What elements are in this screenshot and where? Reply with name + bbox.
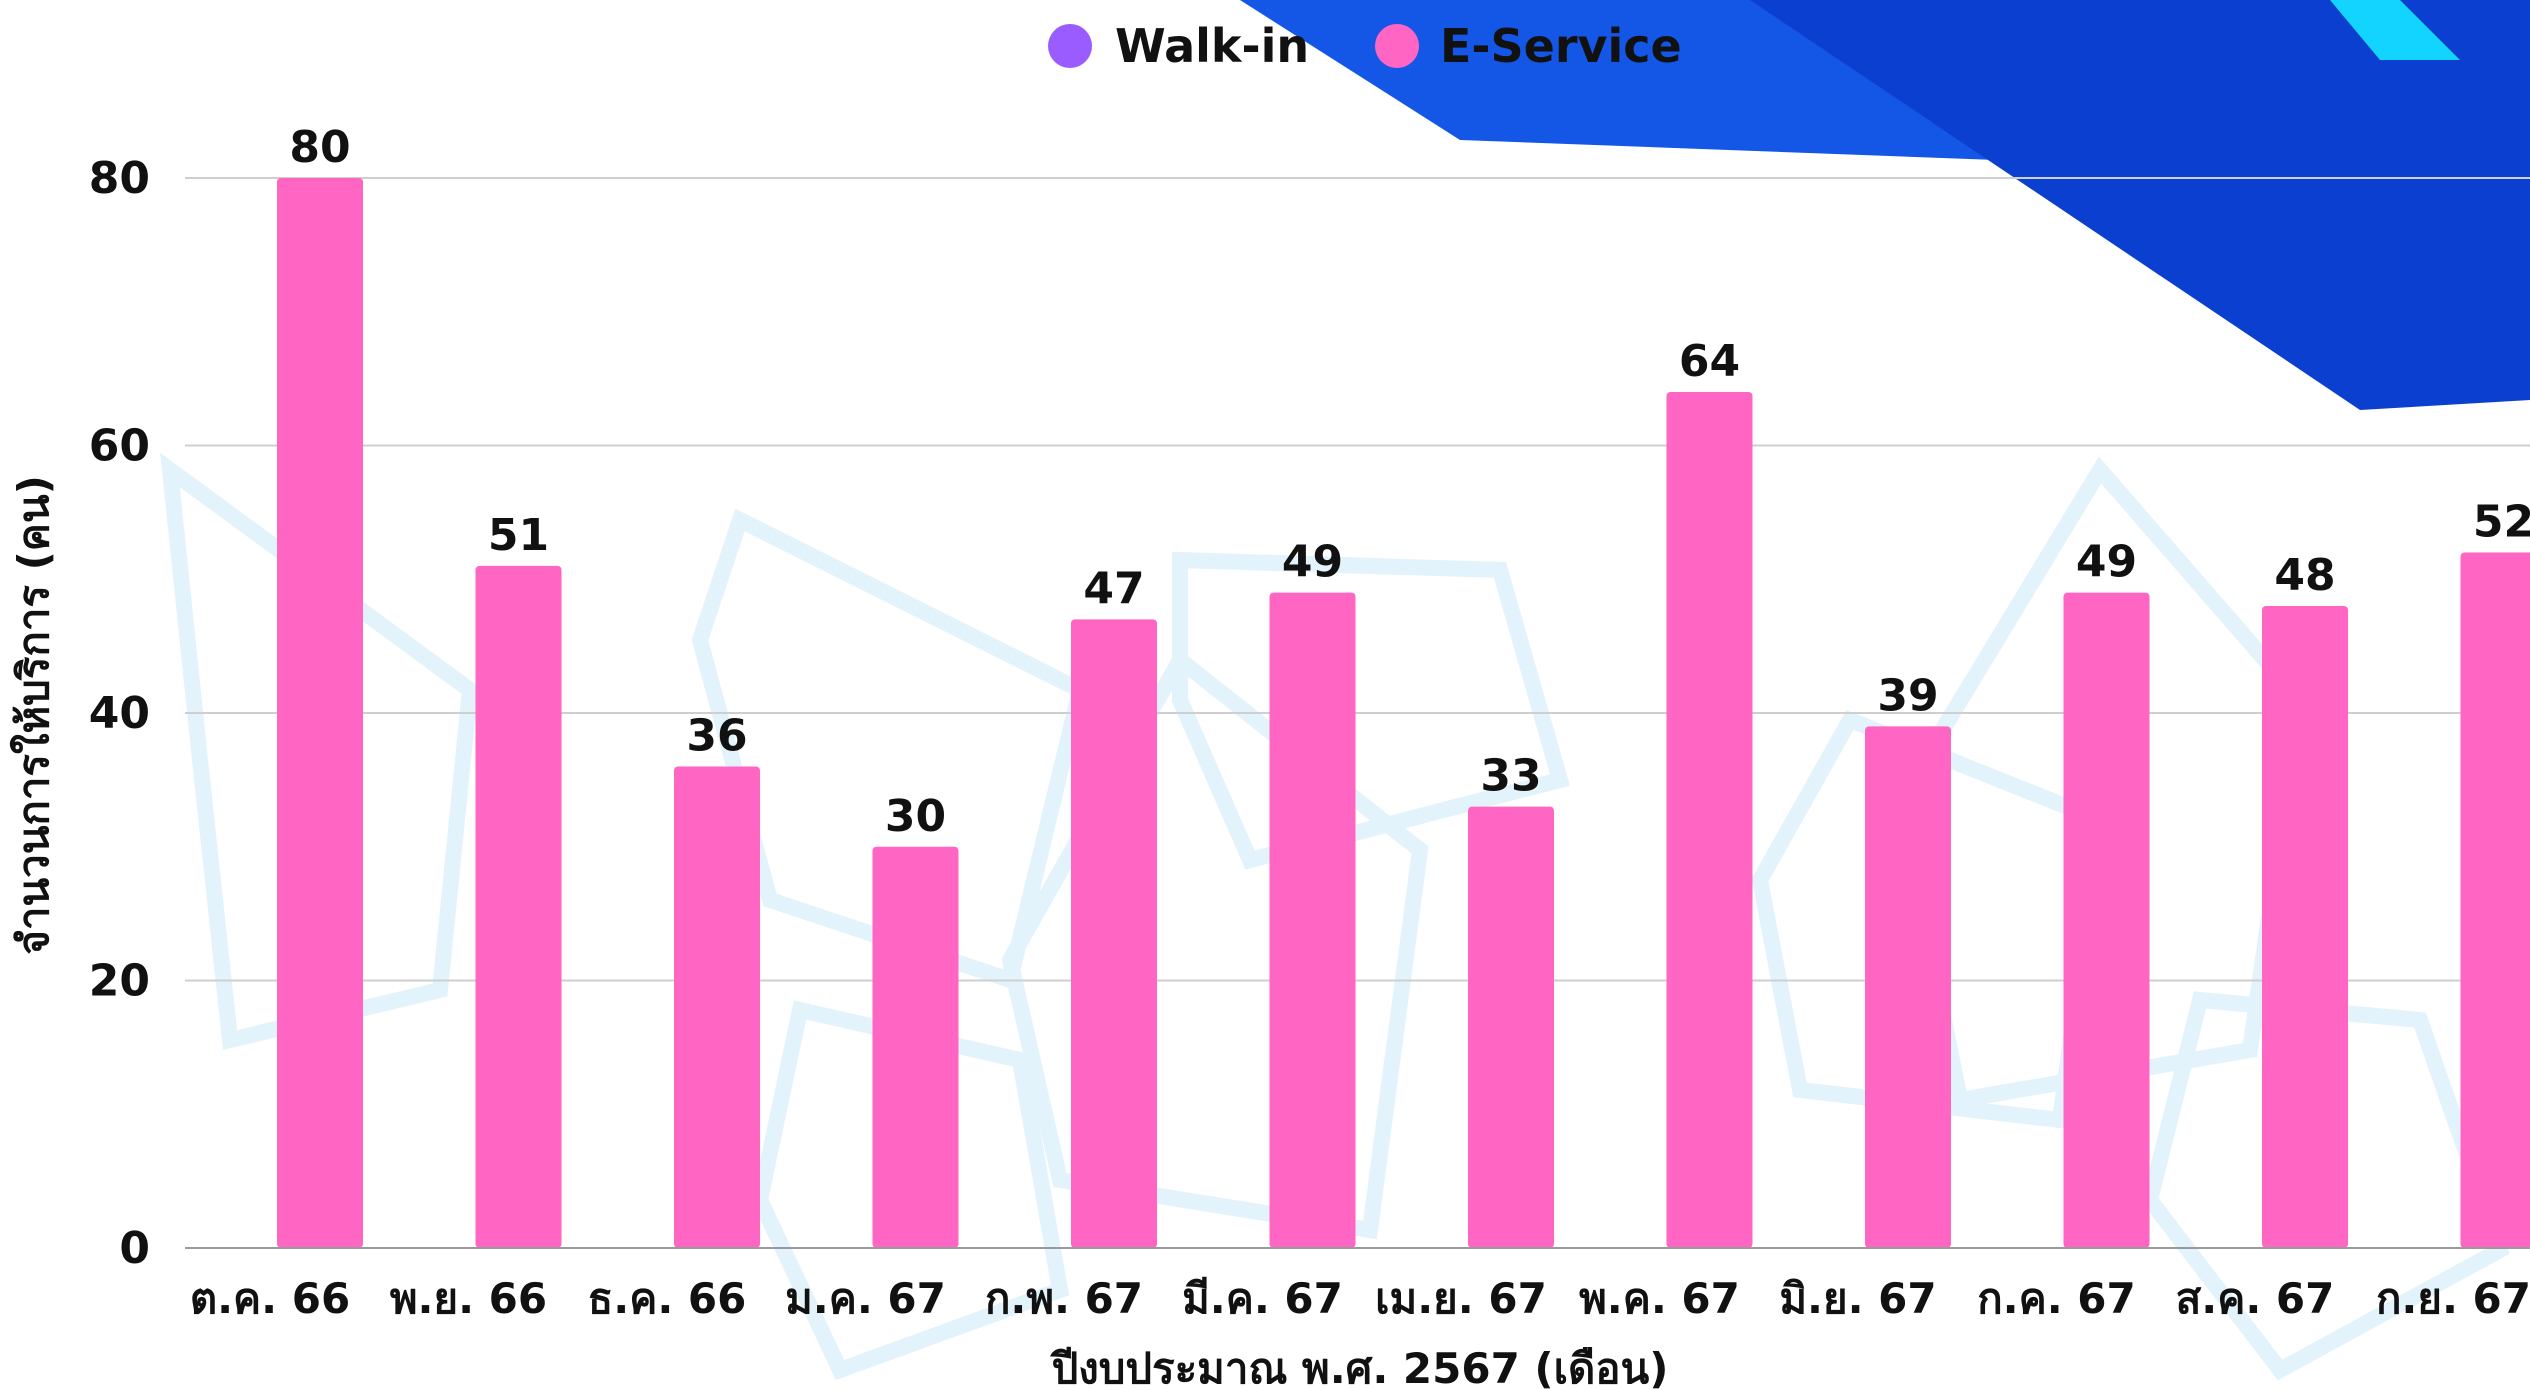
x-tick-label: ก.ค. 67 bbox=[1977, 1274, 2136, 1323]
y-axis-title: จำนวนการให้บริการ (คน) bbox=[9, 475, 58, 955]
bars-e-service bbox=[277, 178, 2530, 1248]
bar-e-service bbox=[2460, 552, 2530, 1248]
data-labels: 80 51 36 30 47 49 33 64 39 49 48 52 bbox=[289, 122, 2530, 842]
x-tick-label: มิ.ย. 67 bbox=[1779, 1274, 1936, 1323]
x-tick-label: ก.ย. 67 bbox=[2376, 1274, 2530, 1323]
legend-label-e-service: E-Service bbox=[1440, 19, 1682, 73]
y-axis-ticks: 0 20 40 60 80 bbox=[89, 153, 150, 1274]
bar-e-service bbox=[1468, 806, 1554, 1248]
y-tick-label: 40 bbox=[89, 688, 150, 739]
bar-e-service bbox=[475, 565, 562, 1248]
y-tick-label: 0 bbox=[119, 1223, 150, 1274]
x-tick-label: ส.ค. 67 bbox=[2176, 1274, 2335, 1323]
bar-e-service bbox=[1269, 592, 1356, 1248]
data-label: 30 bbox=[885, 791, 946, 842]
bar-e-service bbox=[872, 846, 959, 1248]
x-tick-label: ก.พ. 67 bbox=[985, 1274, 1143, 1323]
data-label: 51 bbox=[488, 510, 549, 561]
data-label: 52 bbox=[2473, 497, 2530, 548]
y-tick-label: 20 bbox=[89, 956, 150, 1007]
blue-corner-shape bbox=[1240, 0, 2530, 410]
data-label: 49 bbox=[1282, 537, 1343, 588]
legend-marker-walk-in bbox=[1048, 24, 1092, 68]
x-tick-label: ม.ค. 67 bbox=[785, 1274, 946, 1323]
x-tick-label: พ.ค. 67 bbox=[1579, 1274, 1740, 1323]
data-label: 80 bbox=[289, 122, 350, 173]
x-axis-ticks: ต.ค. 66 พ.ย. 66 ธ.ค. 66 ม.ค. 67 ก.พ. 67 มี.ค.… bbox=[190, 1274, 2530, 1323]
y-tick-label: 60 bbox=[89, 421, 150, 472]
x-axis-title: ปีงบประมาณ พ.ศ. 2567 (เดือน) bbox=[1050, 1344, 1668, 1390]
data-label: 48 bbox=[2274, 550, 2335, 601]
x-tick-label: ธ.ค. 66 bbox=[588, 1274, 747, 1323]
y-tick-label: 80 bbox=[89, 153, 150, 204]
data-label: 47 bbox=[1083, 563, 1144, 614]
bar-e-service bbox=[1865, 726, 1951, 1248]
x-tick-label: มี.ค. 67 bbox=[1182, 1274, 1343, 1323]
bar-e-service bbox=[2262, 606, 2348, 1248]
data-label: 39 bbox=[1877, 670, 1938, 721]
data-label: 64 bbox=[1679, 336, 1740, 387]
x-tick-label: เม.ย. 67 bbox=[1375, 1274, 1547, 1323]
x-tick-label: ต.ค. 66 bbox=[190, 1274, 350, 1323]
data-label: 36 bbox=[686, 711, 747, 762]
bar-e-service bbox=[674, 766, 760, 1248]
legend: Walk-in E-Service bbox=[1048, 19, 1682, 73]
x-tick-label: พ.ย. 66 bbox=[390, 1274, 547, 1323]
bar-e-service bbox=[1071, 619, 1157, 1248]
bar-e-service bbox=[2063, 592, 2150, 1248]
legend-label-walk-in: Walk-in bbox=[1115, 19, 1309, 73]
legend-marker-e-service bbox=[1375, 24, 1419, 68]
data-label: 33 bbox=[1480, 751, 1541, 802]
bar-e-service bbox=[1666, 392, 1753, 1248]
bar-e-service bbox=[277, 178, 363, 1248]
data-label: 49 bbox=[2076, 537, 2137, 588]
